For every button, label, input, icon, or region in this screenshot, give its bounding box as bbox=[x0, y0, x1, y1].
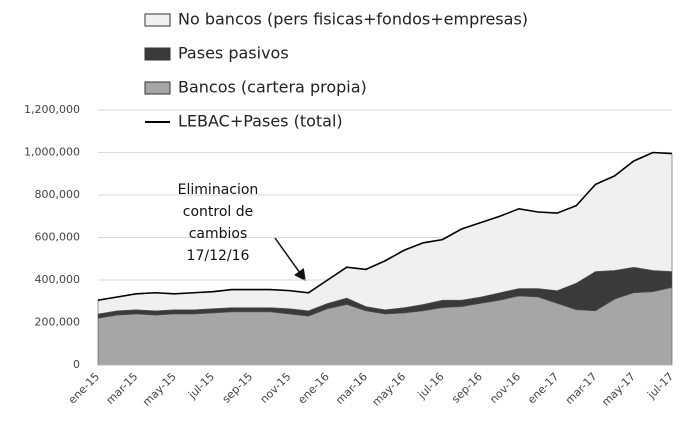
annotation: control de bbox=[183, 204, 253, 220]
x-tick-label: ene-15 bbox=[66, 370, 102, 406]
legend-label: No bancos (pers fisicas+fondos+empresas) bbox=[178, 10, 528, 29]
x-tick-label: mar-15 bbox=[104, 370, 141, 407]
annotation: 17/12/16 bbox=[187, 248, 250, 264]
legend-swatch bbox=[144, 47, 171, 61]
annotation-arrow bbox=[274, 237, 306, 282]
y-tick-label: 1,200,000 bbox=[24, 103, 80, 116]
x-tick-label: nov-16 bbox=[487, 370, 523, 406]
x-tick-label: may-17 bbox=[599, 370, 638, 409]
legend-swatch bbox=[144, 81, 171, 95]
x-tick-label: may-16 bbox=[370, 370, 409, 409]
y-tick-label: 400,000 bbox=[35, 273, 81, 286]
annotation: cambios bbox=[189, 226, 248, 242]
legend-swatch bbox=[144, 13, 171, 27]
x-tick-label: mar-17 bbox=[563, 370, 600, 407]
legend-label: Bancos (cartera propia) bbox=[178, 78, 367, 97]
total-line bbox=[97, 151, 673, 301]
x-tick-label: sep-16 bbox=[449, 370, 485, 406]
x-tick-label: jul-15 bbox=[185, 370, 217, 402]
x-tick-label: jul-16 bbox=[415, 370, 447, 402]
y-tick-label: 1,000,000 bbox=[24, 146, 80, 159]
x-tick-label: ene-16 bbox=[295, 370, 331, 406]
x-tick-label: jul-17 bbox=[644, 370, 676, 402]
y-tick-label: 800,000 bbox=[35, 188, 81, 201]
x-tick-label: nov-15 bbox=[258, 370, 294, 406]
y-tick-label: 200,000 bbox=[35, 316, 81, 329]
x-tick-label: ene-17 bbox=[525, 370, 561, 406]
legend-label: Pases pasivos bbox=[178, 44, 289, 63]
x-tick-label: may-15 bbox=[140, 370, 179, 409]
y-tick-label: 0 bbox=[73, 358, 80, 371]
annotation: Eliminacion bbox=[178, 182, 259, 198]
x-tick-label: sep-15 bbox=[220, 370, 256, 406]
legend-label: LEBAC+Pases (total) bbox=[178, 112, 343, 131]
x-tick-label: mar-16 bbox=[333, 370, 370, 407]
y-tick-label: 600,000 bbox=[35, 231, 81, 244]
